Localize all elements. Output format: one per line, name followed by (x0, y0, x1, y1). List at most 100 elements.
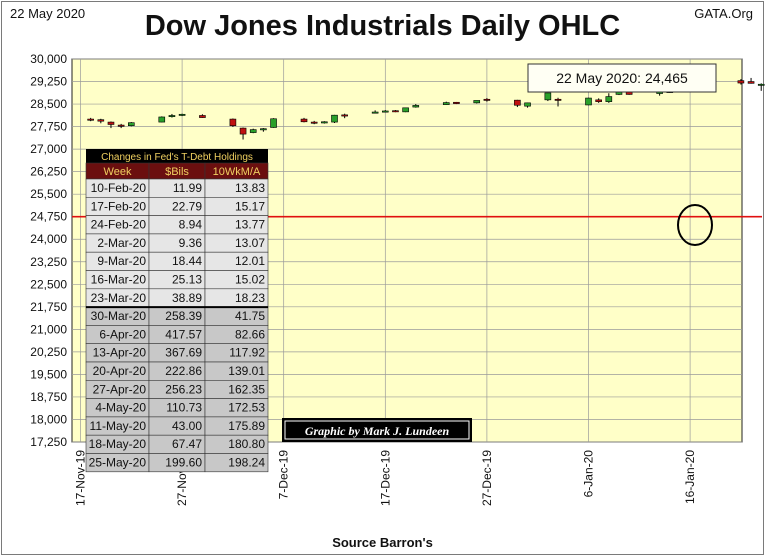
candle-body (341, 114, 348, 117)
candle-body (168, 115, 176, 117)
y-tick-label: 18,000 (30, 412, 67, 426)
candle-body (331, 114, 338, 123)
candle-body (442, 102, 450, 105)
table-cell-text: 20-Apr-20 (93, 364, 147, 378)
table-cell-text: 16-Mar-20 (91, 273, 147, 287)
table-cell-text: 222.86 (165, 364, 202, 378)
y-tick-label: 20,250 (30, 345, 67, 359)
table-cell-text: 9-Mar-20 (97, 254, 146, 268)
x-tick-label: 7-Dec-19 (277, 450, 291, 500)
table-cell-text: 22.79 (172, 199, 202, 213)
candle-body (381, 110, 389, 113)
table-cell-text: 17-Feb-20 (91, 199, 147, 213)
candle-body (737, 80, 745, 84)
y-tick-label: 30,000 (30, 52, 67, 66)
table-cell-text: 180.80 (228, 437, 265, 451)
y-tick-label: 29,250 (30, 75, 67, 89)
table-cell-text: 82.66 (235, 327, 265, 341)
table-cell-text: 25.13 (172, 273, 202, 287)
table-cell-text: 139.01 (228, 364, 265, 378)
table-cell (204, 453, 269, 473)
candle-body (107, 121, 115, 125)
table-cell-text: 162.35 (228, 382, 265, 396)
candle-body (270, 118, 277, 128)
candle-body (158, 116, 166, 123)
table-cell-text: 6-Apr-20 (99, 327, 146, 341)
table-cell-text: 367.69 (165, 346, 202, 360)
fed-debt-table: Changes in Fed's T-Debt Holdings Week $Bi… (85, 149, 269, 473)
candle-body (260, 128, 267, 131)
price-callout-text: 22 May 2020: 24,465 (556, 70, 688, 86)
candle-body (473, 100, 481, 104)
candle-body (402, 107, 409, 113)
table-cell-text: 13-Apr-20 (93, 346, 147, 360)
y-tick-label: 21,000 (30, 322, 67, 336)
candle-body (392, 110, 399, 113)
table-header-label: 10WkM/A (213, 166, 261, 178)
chart-title: Dow Jones Industrials Daily OHLC (144, 10, 621, 42)
candle-body (544, 92, 552, 101)
table-cell-text: 43.00 (172, 419, 202, 433)
table-cell-text: 199.60 (165, 456, 202, 470)
table-cell-text: 258.39 (165, 309, 202, 323)
table-cell-text: 38.89 (172, 291, 202, 305)
y-tick-label: 26,250 (30, 165, 67, 179)
x-axis: 17-Nov-19 27-Nov-19 7-Dec-19 17-Dec-19 27-De… (74, 450, 698, 506)
source-caption: Source Barron's (332, 535, 433, 550)
candle-body (117, 124, 125, 127)
table-cell-text: 67.47 (172, 437, 202, 451)
table-cell-text: 27-Apr-20 (93, 382, 147, 396)
candle-body (524, 102, 531, 107)
y-tick-label: 25,500 (30, 187, 67, 201)
candle-body (371, 111, 379, 114)
table-cell-text: 18-May-20 (89, 437, 147, 451)
candle-body (483, 98, 491, 101)
table-cell-text: 9.36 (179, 236, 203, 250)
candle-body (453, 101, 460, 104)
x-tick-label: 17-Dec-19 (378, 450, 392, 506)
candle-body (300, 118, 308, 123)
candle-body (229, 118, 237, 126)
chart-date: 22 May 2020 (10, 6, 86, 21)
table-cell-text: 172.53 (228, 401, 265, 415)
candle-body (87, 118, 94, 121)
y-tick-label: 24,000 (30, 232, 67, 246)
table-cell-text: 4-May-20 (95, 401, 146, 415)
candle-body (514, 99, 521, 106)
table-header-row: Week $Bils 10WkM/A (85, 162, 269, 180)
table-cell-text: 175.89 (228, 419, 265, 433)
table-cell-text: 13.83 (235, 181, 265, 195)
y-tick-label: 19,500 (30, 367, 67, 381)
table-cell-text: 41.75 (235, 309, 265, 323)
candle-body (321, 121, 328, 124)
candle-body (97, 119, 105, 122)
candle-body (585, 97, 592, 106)
highlight-circle (677, 204, 713, 246)
x-tick-label: 27-Dec-19 (480, 450, 494, 506)
credit-text: Graphic by Mark J. Lundeen (305, 424, 450, 438)
table-cell-text: 256.23 (165, 382, 202, 396)
y-tick-label: 18,750 (30, 390, 67, 404)
y-tick-label: 23,250 (30, 255, 67, 269)
table-cell-text: 13.07 (235, 236, 265, 250)
candle-body (178, 113, 186, 116)
table-cell-text: 25-May-20 (89, 456, 147, 470)
table-cell-text: 24-Feb-20 (91, 218, 147, 232)
table-cell-text: 8.94 (179, 218, 203, 232)
y-tick-label: 27,000 (30, 142, 67, 156)
candle-body (249, 129, 257, 133)
table-title: Changes in Fed's T-Debt Holdings (101, 152, 253, 163)
table-cell-text: 12.01 (235, 254, 265, 268)
table-cell-text: 23-Mar-20 (91, 291, 147, 305)
credit-box: Graphic by Mark J. Lundeen (282, 418, 472, 442)
price-callout: 22 May 2020: 24,465 (527, 63, 717, 93)
candle-body (757, 83, 765, 86)
candles (87, 77, 765, 140)
y-tick-label: 24,750 (30, 210, 67, 224)
candle-body (595, 99, 602, 102)
table-cell-text: 30-Mar-20 (91, 309, 147, 323)
table-cell-text: 13.77 (235, 218, 265, 232)
table-cell-text: 2-Mar-20 (97, 236, 146, 250)
table-body: 10-Feb-20 11.99 13.83 17-Feb-20 22.79 15.17 24… (85, 178, 269, 473)
